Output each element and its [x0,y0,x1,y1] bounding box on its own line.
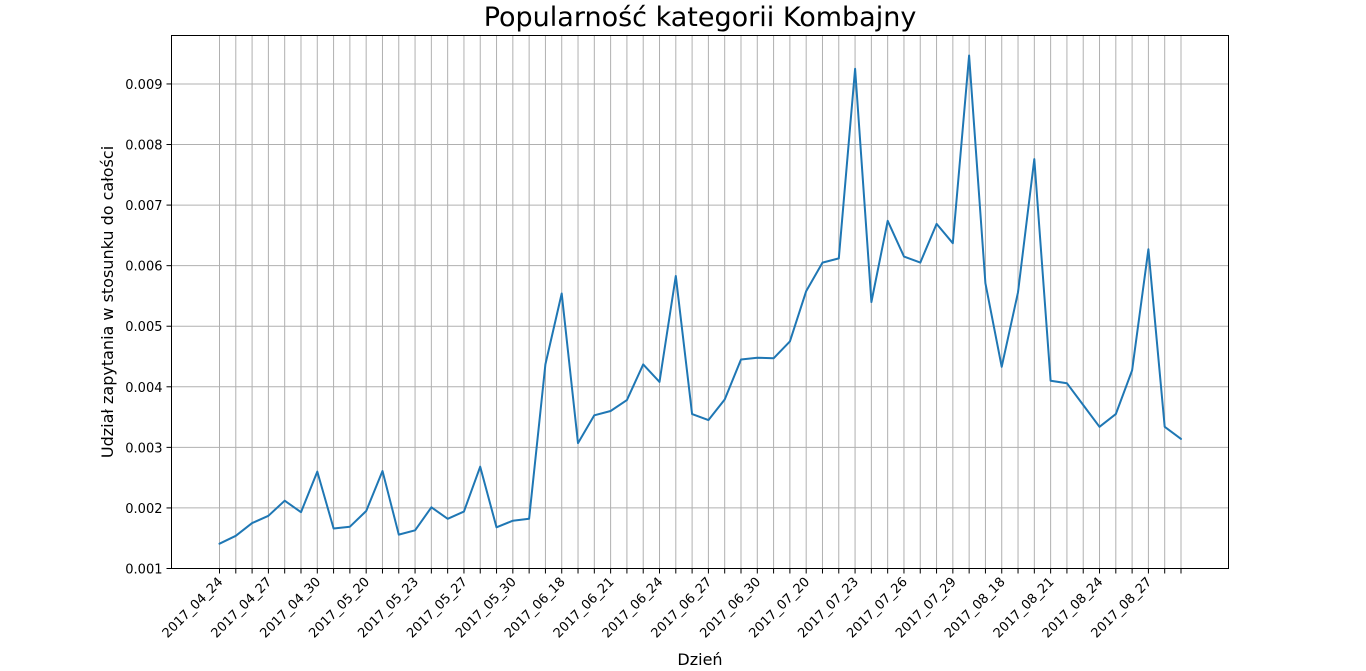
y-tick-label: 0.007 [125,199,162,214]
x-axis-ticks: 2017_04_242017_04_272017_04_302017_05_20… [160,568,1182,641]
y-tick-label: 0.004 [125,381,162,396]
series-line [218,54,1182,545]
chart-title: Popularność kategorii Kombajny [484,2,917,33]
y-tick-label: 0.009 [125,78,162,93]
y-axis-label: Udział zapytania w stosunku do całości [98,146,117,458]
y-tick-label: 0.006 [125,260,162,275]
grid [171,35,1229,569]
x-axis-label: Dzień [677,650,722,669]
y-axis-ticks: 0.001 0.002 0.003 0.004 0.005 0.006 0.007 0.008… [125,78,172,578]
y-tick-label: 0.005 [125,320,162,335]
plot-frame [171,35,1229,569]
series [218,54,1182,545]
y-tick-label: 0.001 [125,563,162,578]
y-tick-label: 0.002 [125,502,162,517]
y-tick-label: 0.003 [125,441,162,456]
y-tick-label: 0.008 [125,139,162,154]
